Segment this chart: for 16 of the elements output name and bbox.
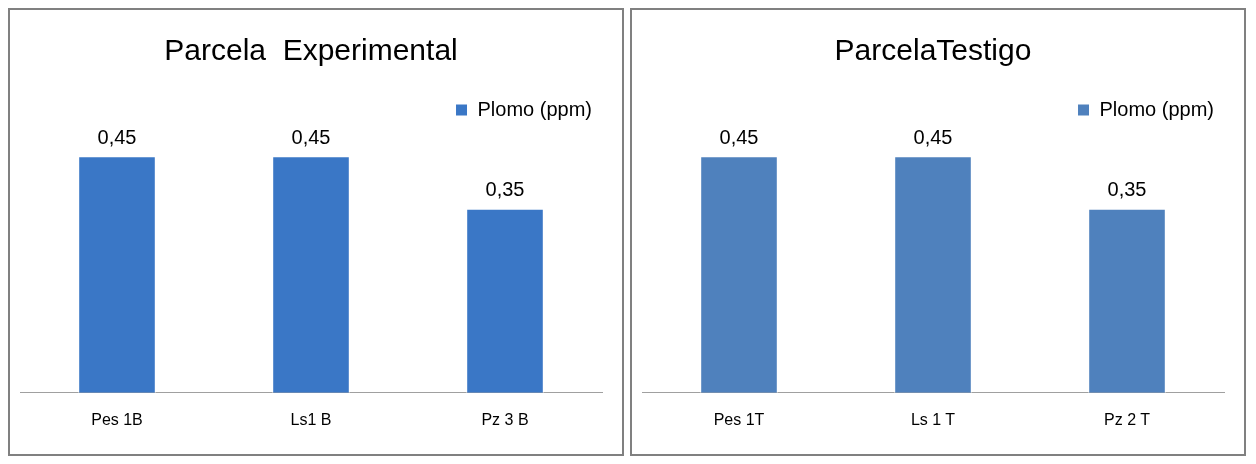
data-label: 0,45: [291, 125, 331, 148]
x-tick-label: Ls1 B: [290, 410, 332, 428]
data-label: 0,35: [1107, 178, 1147, 201]
x-tick-label: Pes 1T: [713, 410, 765, 428]
legend-label: Plomo (ppm): [1099, 97, 1215, 120]
x-tick-label: Pz 3 B: [481, 410, 529, 428]
chart-title: Parcela Experimental: [164, 33, 458, 67]
x-tick-label: Pz 2 T: [1104, 410, 1151, 428]
legend-label: Plomo (ppm): [477, 97, 593, 120]
data-label: 0,45: [97, 125, 137, 148]
data-label: 0,45: [913, 125, 953, 148]
x-tick-label: Ls 1 T: [910, 410, 956, 428]
data-label: 0,35: [485, 178, 525, 201]
x-tick-label: Pes 1B: [91, 410, 143, 428]
data-label: 0,45: [719, 125, 759, 148]
chart-title: ParcelaTestigo: [834, 33, 1032, 67]
